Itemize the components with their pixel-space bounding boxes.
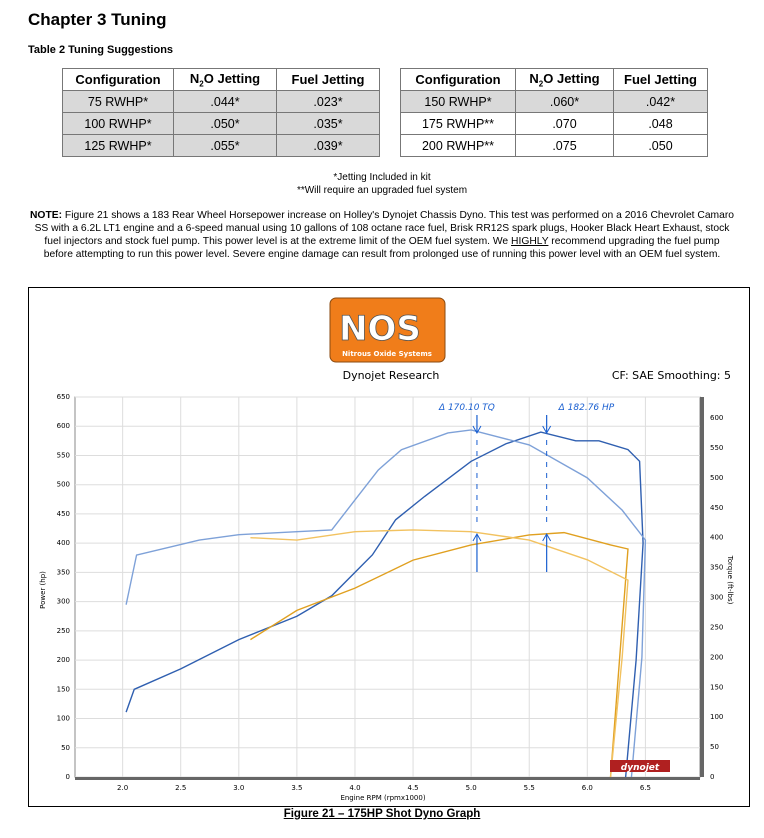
cell: 125 RWHP* [62,134,174,157]
dyno-figure [28,287,750,807]
x-tick-label: 6.5 [640,784,651,792]
x-tick-label: 5.0 [466,784,477,792]
cell: 75 RWHP* [62,90,174,113]
y2-tick-label: 600 [710,414,723,422]
cell: .039* [276,134,380,157]
note-emphasis: HIGHLY [511,236,549,247]
y-tick-label: 650 [57,393,70,401]
y2-tick-label: 550 [710,444,723,452]
figure-caption: Figure 21 – 175HP Shot Dyno Graph [283,808,481,820]
chapter-heading: Chapter 3 Tuning [28,10,167,29]
series-line-0 [125,431,644,778]
y-tick-label: 400 [57,539,70,547]
y2-tick-label: 250 [710,623,723,631]
y2-tick-label: 100 [710,713,723,721]
cell: .075 [515,134,614,157]
plot-area [74,396,701,778]
cell: .050 [613,134,708,157]
cell: 100 RWHP* [62,112,174,135]
x-tick-label: 3.0 [233,784,244,792]
svg-text:Nitrous Oxide Systems: Nitrous Oxide Systems [342,350,432,358]
y-tick-label: 150 [57,685,70,693]
y-tick-label: 350 [57,568,70,576]
chart-source: Dynojet Research [343,369,440,382]
table-row: 75 RWHP* .044* .023* 150 RWHP* .060* .042* [62,90,708,113]
y-axis-label: Power (hp) [39,571,47,609]
series-line-1 [125,429,647,778]
dynojet-logo: dynojet [610,760,670,773]
x-tick-label: 3.5 [291,784,302,792]
annotation-arrowhead [542,425,552,435]
bottom-axis-bar [75,777,700,780]
annotation-label: Δ 170.10 TQ [438,403,495,413]
annotation-arrowhead [542,532,552,542]
y2-tick-label: 500 [710,474,723,482]
svg-text:dynojet: dynojet [621,763,660,773]
col-fuel-jetting: Fuel Jetting [613,68,708,91]
y-tick-label: 550 [57,451,70,459]
y-tick-label: 300 [57,598,70,606]
note-paragraph: NOTE: Figure 21 shows a 183 Rear Wheel H… [30,209,734,261]
y2-tick-label: 400 [710,534,723,542]
table-title: Table 2 Tuning Suggestions [28,44,174,56]
col-n2o-jetting: N2O Jetting [515,68,614,91]
x-axis-label: Engine RPM (rpmx1000) [340,794,425,802]
svg-text:NOS: NOS [339,309,421,349]
y2-tick-label: 0 [710,773,714,781]
cell: .042* [613,90,708,113]
y-tick-label: 250 [57,627,70,635]
y-tick-label: 100 [57,715,70,723]
cell: .060* [515,90,614,113]
y2-tick-label: 300 [710,594,723,602]
series-line-3 [250,529,629,778]
annotation-arrowhead [472,532,482,542]
y2-tick-label: 200 [710,653,723,661]
table-header-row: Configuration N2O Jetting Fuel Jetting C… [62,68,708,91]
table-row: 100 RWHP* .050* .035* 175 RWHP** .070.048 [62,112,708,135]
right-axis-bar [700,397,704,777]
cell: .044* [173,90,277,113]
y2-tick-label: 150 [710,683,723,691]
footnote: **Will require an upgraded fuel system [296,185,468,196]
note-text: recommend upgrading the fuel pump before… [43,236,721,260]
x-tick-label: 4.5 [407,784,418,792]
x-tick-label: 5.5 [524,784,535,792]
x-tick-label: 6.0 [582,784,593,792]
cell: .023* [276,90,380,113]
x-tick-label: 2.5 [175,784,186,792]
cell: 150 RWHP* [400,90,516,113]
chart-settings: CF: SAE Smoothing: 5 [612,369,731,382]
y2-tick-label: 350 [710,564,723,572]
nos-logo: NOS Nitrous Oxide Systems [329,297,446,363]
y-tick-label: 450 [57,510,70,518]
y-tick-label: 200 [57,656,70,664]
note-text: Figure 21 shows a 183 Rear Wheel Horsepo… [34,210,735,247]
annotation-arrowhead [472,425,482,435]
y-tick-label: 500 [57,481,70,489]
y2-axis-label: Torque (ft-lbs) [726,555,734,605]
x-tick-label: 2.0 [117,784,128,792]
y2-tick-label: 50 [710,743,719,751]
footnote: *Jetting Included in kit [333,172,431,183]
y-tick-label: 0 [66,773,70,781]
y2-tick-label: 450 [710,504,723,512]
table-row: 125 RWHP* .055* .039* 200 RWHP** .075.050 [62,134,708,157]
note-label: NOTE: [30,210,63,221]
tuning-table: Configuration N2O Jetting Fuel Jetting C… [62,68,708,157]
annotation-label: Δ 182.76 HP [558,403,615,413]
x-tick-label: 4.0 [349,784,360,792]
y-tick-label: 50 [61,744,70,752]
col-n2o-jetting: N2O Jetting [173,68,277,91]
series-line-2 [250,531,629,778]
y-tick-label: 600 [57,422,70,430]
